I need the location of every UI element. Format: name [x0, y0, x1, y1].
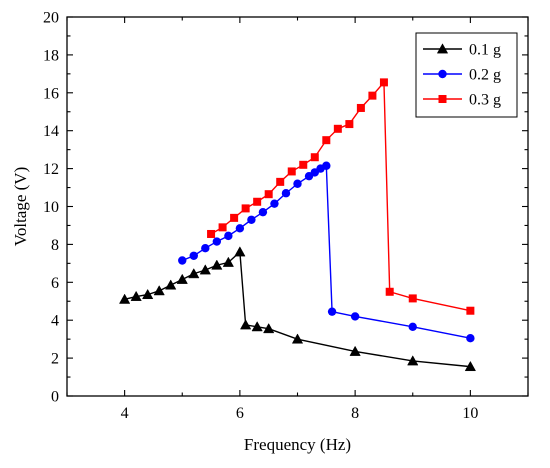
y-tick-label: 16 — [43, 85, 59, 102]
data-point — [212, 237, 222, 246]
data-point — [466, 306, 475, 315]
data-point — [240, 319, 252, 330]
data-point — [368, 91, 377, 100]
y-axis-label: Voltage (V) — [11, 167, 30, 246]
legend-label: 0.2 g — [469, 67, 501, 84]
data-point — [310, 153, 319, 162]
legend-label: 0.1 g — [469, 42, 501, 59]
series-2 — [207, 78, 475, 315]
data-point — [466, 334, 475, 343]
data-point — [230, 213, 239, 222]
data-point — [201, 243, 210, 253]
data-point — [235, 224, 245, 233]
data-point — [207, 229, 216, 238]
data-point — [251, 321, 263, 332]
data-point — [385, 287, 394, 296]
data-point — [176, 273, 188, 284]
legend-marker — [438, 95, 447, 103]
data-point — [350, 312, 360, 321]
data-point — [258, 207, 268, 217]
data-point — [299, 160, 308, 169]
legend-marker — [436, 43, 449, 54]
data-point — [408, 294, 417, 303]
legend-entry: 0.2 g — [423, 67, 501, 84]
data-point — [281, 189, 291, 198]
data-point — [234, 246, 246, 257]
y-tick-label: 10 — [43, 199, 59, 216]
data-point — [264, 190, 273, 199]
data-point — [345, 120, 354, 129]
y-tick-label: 20 — [43, 10, 59, 27]
series-line — [124, 250, 471, 368]
data-point — [241, 204, 250, 213]
data-point — [408, 322, 417, 332]
legend-entry: 0.3 g — [423, 92, 501, 109]
data-point — [130, 290, 142, 301]
legend-label: 0.3 g — [469, 92, 501, 109]
data-point — [165, 279, 177, 290]
series-1 — [178, 161, 475, 343]
data-point — [276, 177, 285, 186]
data-point — [253, 197, 262, 206]
data-point — [464, 360, 476, 372]
y-tick-label: 0 — [51, 389, 59, 406]
legend-marker — [438, 69, 447, 79]
data-point — [153, 285, 165, 296]
data-point — [218, 223, 227, 232]
data-point — [188, 268, 200, 279]
y-tick-label: 18 — [43, 47, 59, 64]
data-point — [356, 103, 365, 112]
data-point — [349, 345, 361, 356]
x-tick-label: 8 — [351, 405, 359, 422]
data-point — [333, 124, 342, 133]
y-tick-label: 2 — [51, 351, 59, 368]
data-point — [189, 251, 198, 260]
data-point — [287, 167, 296, 176]
data-point — [291, 333, 304, 344]
data-point — [327, 307, 337, 316]
data-point — [224, 231, 233, 241]
data-point — [178, 256, 187, 265]
x-tick-label: 6 — [236, 405, 244, 422]
y-tick-label: 6 — [51, 275, 59, 292]
data-point — [293, 179, 302, 188]
y-tick-label: 4 — [51, 313, 59, 330]
x-tick-label: 4 — [121, 405, 129, 422]
data-point — [142, 288, 154, 300]
data-point — [407, 355, 419, 366]
x-axis-label: Frequency (Hz) — [244, 435, 351, 454]
series-line — [181, 164, 471, 339]
legend-box — [415, 32, 518, 118]
legend-entry: 0.1 g — [423, 42, 501, 59]
data-point — [222, 256, 234, 267]
y-tick-label: 8 — [51, 237, 59, 254]
series-0 — [119, 246, 476, 372]
data-point — [322, 136, 331, 145]
data-point — [199, 264, 211, 275]
data-point — [211, 259, 223, 270]
data-point — [270, 199, 279, 208]
data-point — [119, 293, 131, 304]
y-tick-label: 14 — [43, 123, 59, 140]
data-point — [322, 161, 331, 170]
data-point — [379, 78, 388, 87]
x-tick-label: 10 — [462, 405, 478, 422]
data-point — [263, 323, 275, 334]
data-point — [247, 215, 256, 224]
y-tick-label: 12 — [43, 161, 59, 178]
